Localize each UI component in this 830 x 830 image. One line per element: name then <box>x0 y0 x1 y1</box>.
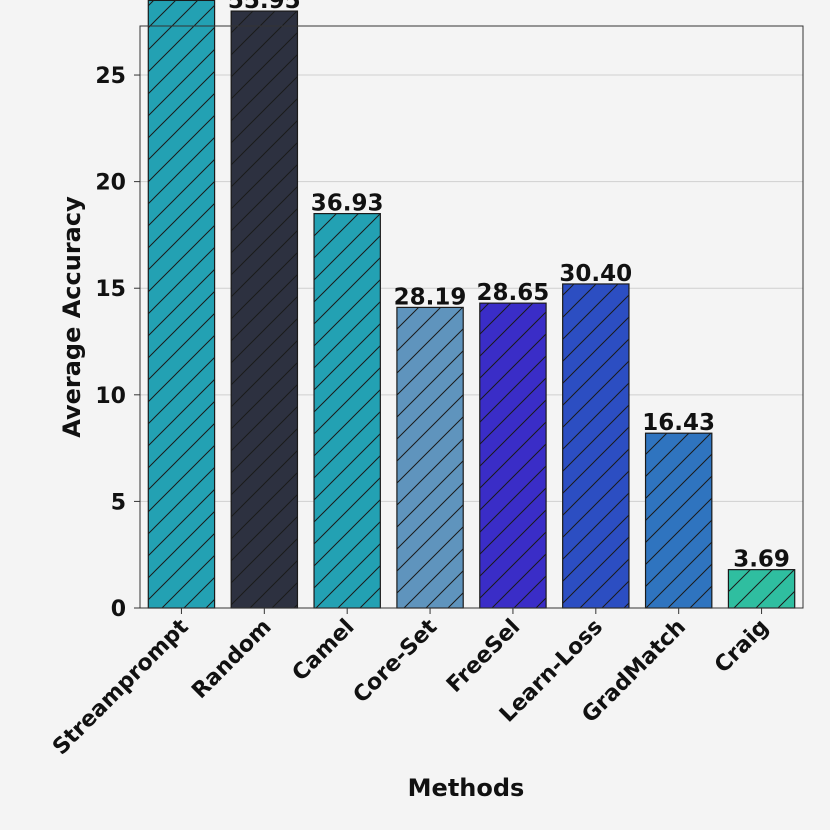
bar-hatch <box>645 433 712 608</box>
y-tick-label: 20 <box>95 171 126 196</box>
x-tick-label: FreeSel <box>442 615 525 698</box>
bar-hatch <box>728 569 795 608</box>
plot-frame <box>139 25 804 609</box>
bar-value-label: 28.65 <box>477 280 550 306</box>
bar-value-label: 3.69 <box>733 547 790 573</box>
bar-value-label: 56.99 <box>145 0 218 3</box>
bar-value-label: 36.93 <box>311 191 384 217</box>
x-axis-title: Methods <box>408 774 525 802</box>
bar-hatch <box>231 11 298 609</box>
y-axis-ticks: 0 5 10 15 20 25 <box>95 64 140 622</box>
y-tick-label: 5 <box>111 490 126 515</box>
y-tick-label: 25 <box>95 64 126 89</box>
y-tick-label: 15 <box>95 277 126 302</box>
bar-hatch <box>396 307 464 608</box>
x-tick-label: Random <box>187 615 276 704</box>
bars <box>147 0 796 609</box>
bar-value-label: 55.95 <box>228 0 301 14</box>
y-tick-label: 10 <box>95 384 126 409</box>
x-tick-label: Craig <box>710 615 774 679</box>
bar-value-label: 30.40 <box>559 261 632 287</box>
x-tick-label: Camel <box>288 615 360 687</box>
bar-value-label: 16.43 <box>642 410 715 436</box>
bar-value-label: 28.19 <box>394 284 467 310</box>
x-tick-label: Streamprompt <box>48 614 194 760</box>
bar-hatch <box>479 303 547 608</box>
bar-hatch <box>562 283 629 608</box>
bar-labels: 56.99 55.95 36.93 28.19 28.65 30.40 16.43 3.69 <box>145 0 790 573</box>
y-axis-title: Average Accuracy <box>58 196 86 438</box>
bar-hatch <box>314 213 381 608</box>
x-tick-label: Core-Set <box>349 614 443 708</box>
bar-hatch <box>148 0 215 608</box>
y-tick-label: 0 <box>111 597 126 622</box>
